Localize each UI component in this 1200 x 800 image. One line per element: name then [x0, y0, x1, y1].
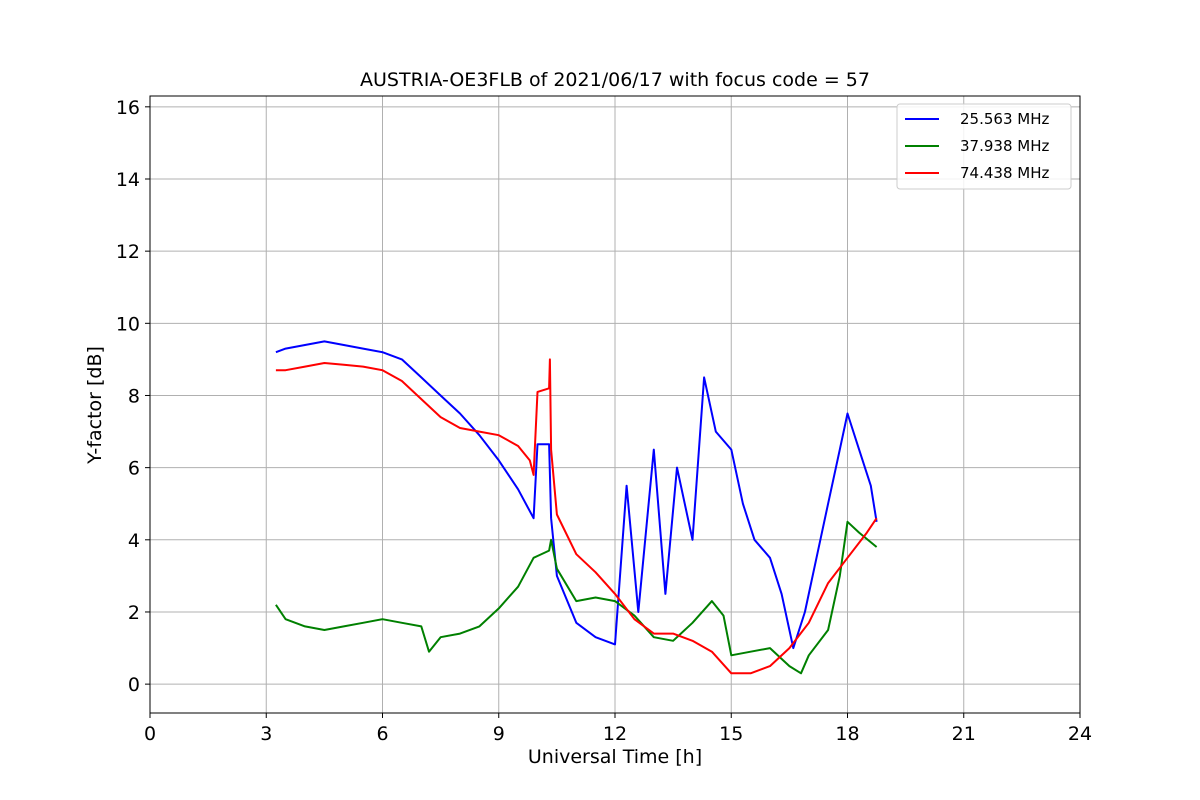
x-tick-label: 21 — [952, 723, 976, 745]
x-tick-label: 18 — [835, 723, 859, 745]
y-tick-label: 8 — [128, 385, 140, 407]
y-tick-label: 12 — [116, 241, 140, 263]
x-tick-label: 12 — [603, 723, 627, 745]
x-tick-label: 24 — [1068, 723, 1092, 745]
x-tick-label: 3 — [260, 723, 272, 745]
series-group — [275, 340, 878, 675]
series-line-2 — [275, 358, 878, 675]
y-tick-label: 6 — [128, 458, 140, 480]
y-tick-label: 14 — [116, 169, 140, 191]
y-axis-label: Y-factor [dB] — [84, 346, 106, 465]
series-line-0 — [275, 340, 878, 650]
legend: 25.563 MHz 37.938 MHz 74.438 MHz — [896, 103, 1072, 190]
x-tick-label: 6 — [376, 723, 388, 745]
series-line-1 — [275, 520, 878, 675]
x-axis-ticks: 0 3 6 9 12 15 18 21 24 — [144, 713, 1092, 745]
x-tick-label: 0 — [144, 723, 156, 745]
y-tick-label: 4 — [128, 530, 140, 552]
y-axis-ticks: 0 2 4 6 8 10 12 14 16 — [116, 97, 150, 696]
x-axis-label: Universal Time [h] — [528, 746, 702, 768]
x-tick-label: 9 — [493, 723, 505, 745]
y-tick-label: 2 — [128, 602, 140, 624]
chart-title: AUSTRIA-OE3FLB of 2021/06/17 with focus … — [360, 69, 870, 91]
y-tick-label: 10 — [116, 313, 140, 335]
y-tick-label: 16 — [116, 97, 140, 119]
legend-label-0: 25.563 MHz — [960, 110, 1049, 128]
x-tick-label: 15 — [719, 723, 743, 745]
y-tick-label: 0 — [128, 674, 140, 696]
legend-label-2: 74.438 MHz — [960, 164, 1049, 182]
legend-label-1: 37.938 MHz — [960, 137, 1049, 155]
legend-box — [896, 103, 1072, 190]
